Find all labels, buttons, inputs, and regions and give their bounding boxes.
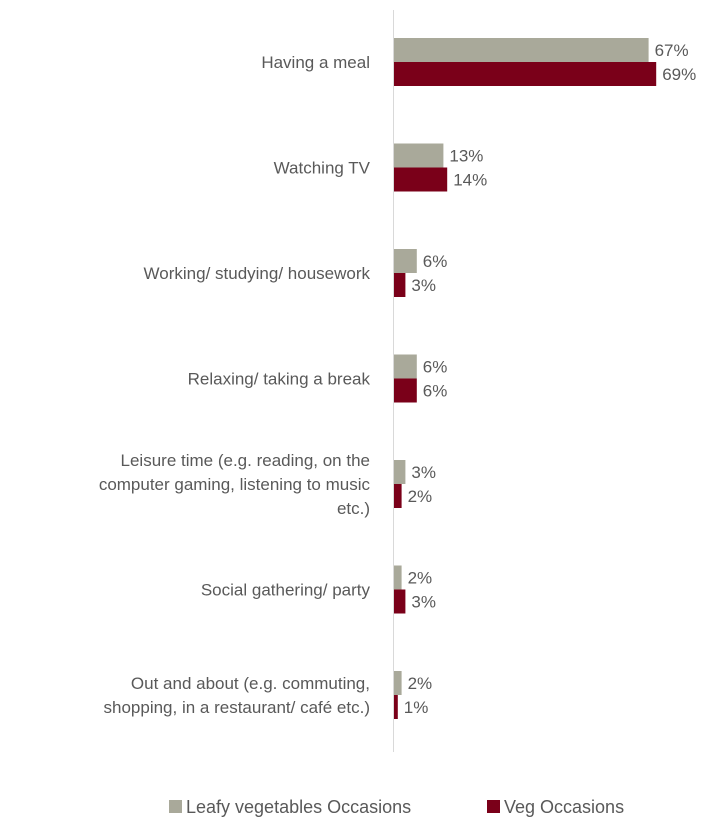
bar-leafy-vegetables-occasions (394, 565, 402, 590)
bar-veg-occasions (394, 378, 417, 403)
value-label: 3% (411, 276, 436, 295)
bar-veg-occasions (394, 167, 448, 192)
value-label: 67% (655, 41, 689, 60)
value-label: 6% (423, 252, 448, 271)
category-label: Leisure time (e.g. reading, on the comput… (99, 451, 371, 518)
category-label: Out and about (e.g. commuting, shopping, … (104, 674, 371, 717)
value-label: 13% (449, 147, 483, 166)
value-label: 6% (423, 358, 448, 377)
category-label: Watching TV (274, 159, 371, 178)
legend-swatch (169, 800, 182, 813)
legend: Leafy vegetables Occasions Veg Occasions (169, 797, 624, 817)
bar-veg-occasions (394, 589, 406, 614)
bar-veg-occasions (394, 695, 398, 719)
bar-veg-occasions (394, 484, 402, 508)
value-label: 2% (408, 487, 433, 506)
value-label: 69% (662, 65, 696, 84)
value-label: 2% (408, 674, 433, 693)
bar-veg-occasions (394, 62, 657, 86)
category-label: Having a meal (261, 53, 370, 72)
bar-veg-occasions (394, 273, 406, 297)
bars-group (394, 38, 657, 719)
legend-label: Leafy vegetables Occasions (186, 797, 411, 817)
value-label: 2% (408, 569, 433, 588)
category-label: Relaxing/ taking a break (188, 370, 371, 389)
value-label: 6% (423, 382, 448, 401)
category-label: Working/ studying/ housework (144, 264, 371, 283)
value-labels: 67% 69% 13% 14% 6% 3% 6% 6% 3% 2% 2% 3% 2% 1% (404, 41, 696, 717)
bar-leafy-vegetables-occasions (394, 354, 417, 379)
bar-leafy-vegetables-occasions (394, 38, 649, 62)
value-label: 3% (411, 593, 436, 612)
value-label: 1% (404, 698, 429, 717)
bar-leafy-vegetables-occasions (394, 249, 417, 273)
legend-swatch (487, 800, 500, 813)
bar-leafy-vegetables-occasions (394, 671, 402, 695)
bar-leafy-vegetables-occasions (394, 143, 444, 168)
category-labels: Having a meal Watching TV Working/ studyin… (99, 53, 371, 717)
legend-label: Veg Occasions (504, 797, 624, 817)
category-label: Social gathering/ party (201, 581, 371, 600)
value-label: 3% (411, 463, 436, 482)
bar-leafy-vegetables-occasions (394, 460, 406, 484)
value-label: 14% (453, 171, 487, 190)
